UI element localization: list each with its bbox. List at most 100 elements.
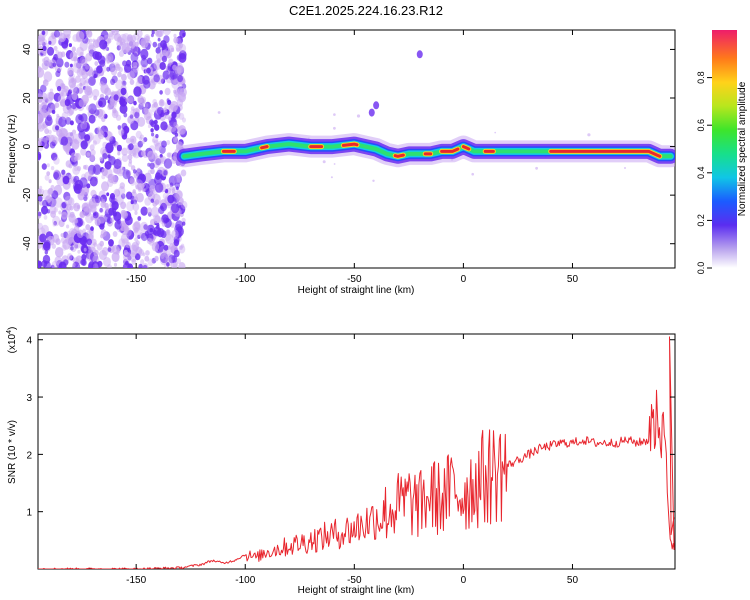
noise-speckle bbox=[132, 202, 140, 212]
noise-speckle bbox=[125, 260, 129, 266]
noise-speckle bbox=[69, 83, 78, 93]
noise-speckle bbox=[121, 154, 129, 162]
noise-speckle bbox=[42, 199, 49, 208]
noise-speckle bbox=[86, 238, 93, 246]
noise-speckle bbox=[134, 253, 141, 261]
noise-speckle bbox=[135, 130, 142, 139]
noise-speckle bbox=[40, 84, 47, 93]
stray-speckle bbox=[624, 167, 626, 169]
noise-speckle bbox=[178, 53, 187, 63]
y-tick-label: 0 bbox=[22, 143, 33, 149]
noise-speckle bbox=[55, 70, 61, 78]
noise-speckle bbox=[61, 211, 68, 220]
isolated-blob bbox=[368, 108, 375, 117]
noise-speckle bbox=[117, 125, 122, 130]
noise-speckle bbox=[175, 186, 179, 191]
noise-speckle bbox=[162, 70, 170, 80]
noise-speckle bbox=[182, 117, 186, 123]
noise-speckle bbox=[69, 120, 74, 126]
noise-speckle bbox=[67, 67, 74, 76]
noise-speckle bbox=[170, 47, 175, 53]
stray-speckle bbox=[322, 160, 326, 164]
noise-speckle bbox=[165, 234, 174, 245]
noise-speckle bbox=[38, 211, 42, 217]
noise-speckle bbox=[120, 38, 126, 45]
noise-speckle bbox=[177, 75, 184, 83]
ridge-core bbox=[461, 145, 471, 151]
noise-speckle bbox=[156, 30, 164, 38]
noise-speckle bbox=[173, 89, 177, 94]
noise-speckle bbox=[136, 167, 141, 173]
noise-speckle bbox=[52, 215, 61, 227]
noise-speckle bbox=[53, 207, 59, 213]
noise-speckle bbox=[129, 177, 135, 184]
noise-speckle bbox=[173, 249, 180, 258]
noise-speckle bbox=[157, 37, 161, 42]
noise-speckle bbox=[151, 139, 155, 143]
noise-speckle bbox=[87, 69, 95, 78]
noise-speckle bbox=[38, 260, 43, 268]
noise-speckle bbox=[122, 211, 128, 219]
noise-speckle bbox=[51, 109, 56, 114]
noise-speckle bbox=[111, 30, 119, 36]
noise-speckle bbox=[63, 85, 69, 93]
noise-speckle bbox=[128, 96, 134, 104]
noise-speckle bbox=[72, 203, 77, 209]
noise-speckle bbox=[81, 190, 86, 195]
noise-speckle bbox=[104, 95, 109, 101]
noise-speckle bbox=[38, 117, 41, 123]
noise-speckle bbox=[111, 62, 115, 67]
noise-speckle bbox=[167, 194, 175, 204]
noise-speckle bbox=[160, 230, 167, 239]
noise-speckle bbox=[159, 156, 165, 163]
noise-speckle bbox=[41, 124, 46, 130]
colorbar-tick-label: 0.8 bbox=[696, 71, 706, 84]
noise-speckle bbox=[39, 233, 47, 243]
spectrum-panel: -150 -100 -50 0 50 -40 -20 0 20 40 Height of str… bbox=[7, 29, 676, 296]
noise-speckle bbox=[92, 39, 100, 49]
snr-panel: -150 -100 -50 0 50 1 2 3 4 Height of straight l… bbox=[6, 327, 676, 596]
noise-speckle bbox=[71, 78, 77, 85]
noise-speckle bbox=[92, 88, 100, 98]
noise-speckle bbox=[63, 143, 71, 153]
noise-speckle bbox=[161, 140, 167, 148]
noise-speckle bbox=[73, 56, 78, 62]
stray-speckle bbox=[471, 172, 475, 176]
noise-speckle bbox=[85, 224, 91, 231]
noise-speckle bbox=[44, 128, 49, 135]
noise-speckle bbox=[92, 263, 99, 268]
y-tick-label: 4 bbox=[26, 336, 32, 347]
noise-speckle bbox=[63, 259, 69, 266]
x-tick-label: 50 bbox=[567, 575, 579, 586]
noise-speckle bbox=[177, 132, 182, 137]
noise-speckle bbox=[88, 114, 96, 124]
noise-speckle bbox=[140, 206, 148, 216]
noise-speckle bbox=[79, 55, 86, 64]
noise-speckle bbox=[64, 61, 70, 68]
colorbar-label: Normalized spectral amplitude bbox=[737, 81, 748, 216]
noise-speckle bbox=[150, 33, 154, 38]
noise-speckle bbox=[137, 116, 146, 127]
noise-speckle bbox=[113, 110, 118, 117]
noise-speckle bbox=[61, 40, 69, 49]
ridge-core bbox=[440, 147, 460, 153]
noise-speckle bbox=[44, 250, 48, 255]
noise-speckle bbox=[133, 32, 140, 41]
noise-speckle bbox=[41, 101, 48, 110]
noise-speckle bbox=[115, 114, 122, 121]
ridge-core bbox=[341, 142, 359, 147]
noise-speckle bbox=[166, 184, 170, 188]
noise-speckle bbox=[94, 195, 101, 204]
noise-speckle bbox=[78, 115, 83, 121]
noise-speckle bbox=[106, 55, 112, 62]
noise-speckle bbox=[151, 30, 155, 35]
noise-speckle bbox=[151, 242, 160, 252]
x-tick-label: -150 bbox=[126, 575, 146, 586]
noise-speckle bbox=[100, 200, 107, 208]
noise-speckle bbox=[158, 99, 165, 107]
noise-speckle bbox=[141, 54, 147, 61]
noise-speckle bbox=[73, 175, 80, 184]
noise-speckle bbox=[93, 95, 98, 101]
noise-speckle bbox=[74, 156, 78, 162]
noise-speckle bbox=[123, 112, 128, 118]
